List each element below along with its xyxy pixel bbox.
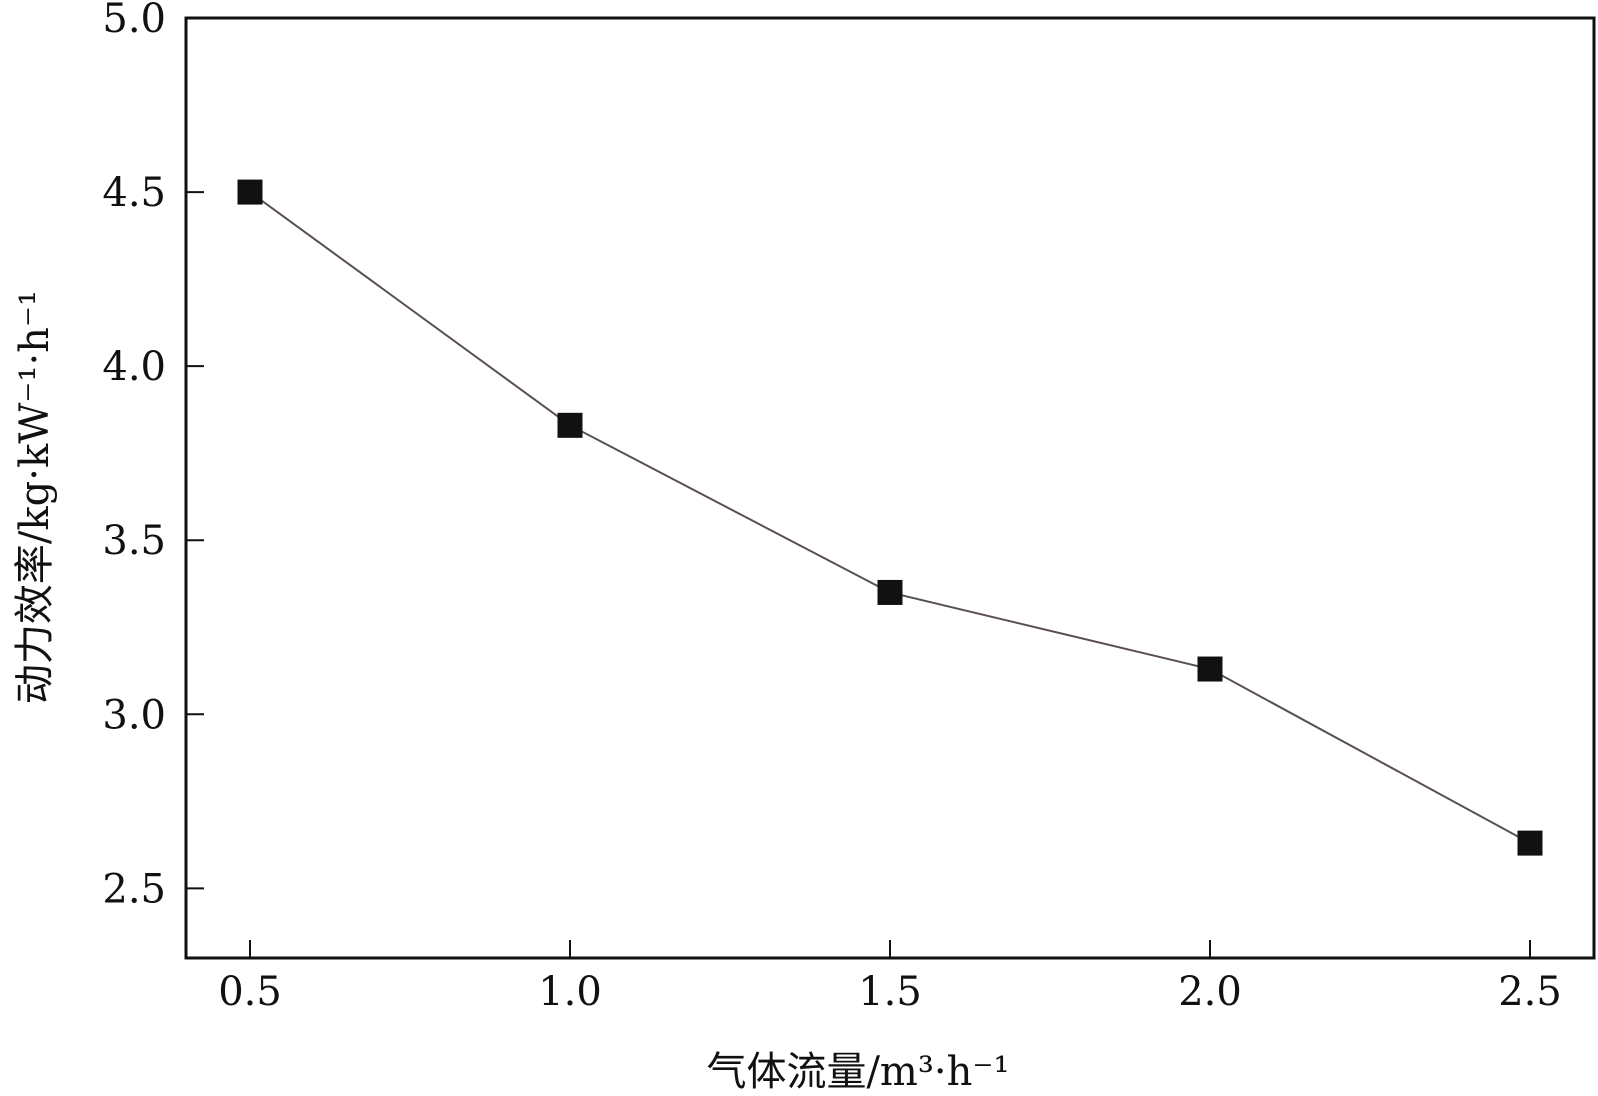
y-axis-tick-labels: 2.5 3.0 3.5 4.0 4.5 5.0 (102, 0, 166, 912)
data-point-marker (1517, 830, 1543, 856)
x-tick-label: 2.5 (1498, 969, 1562, 1015)
data-point-marker (557, 412, 583, 438)
series-markers (237, 179, 1543, 856)
x-axis-tick-labels: 0.5 1.0 1.5 2.0 2.5 (218, 969, 1562, 1015)
x-axis-title: 气体流量/m³·h⁻¹ (706, 1049, 1009, 1095)
data-point-marker (237, 179, 263, 205)
x-axis-ticks (249, 940, 1531, 958)
data-point-marker (877, 579, 903, 605)
y-axis-title: 动力效率/kg·kW⁻¹·h⁻¹ (12, 290, 58, 704)
x-tick-label: 0.5 (218, 969, 282, 1015)
x-tick-label: 2.0 (1178, 969, 1242, 1015)
y-tick-label: 5.0 (102, 0, 166, 42)
series-line (249, 191, 1531, 844)
y-axis-ticks (186, 17, 204, 890)
y-tick-label: 2.5 (102, 866, 166, 912)
plot-frame (184, 16, 1596, 960)
y-tick-label: 4.0 (102, 344, 166, 390)
x-tick-label: 1.0 (538, 969, 602, 1015)
data-point-marker (1197, 656, 1223, 682)
y-tick-label: 3.0 (102, 692, 166, 738)
y-tick-label: 3.5 (102, 518, 166, 564)
y-tick-label: 4.5 (102, 170, 166, 216)
x-tick-label: 1.5 (858, 969, 922, 1015)
